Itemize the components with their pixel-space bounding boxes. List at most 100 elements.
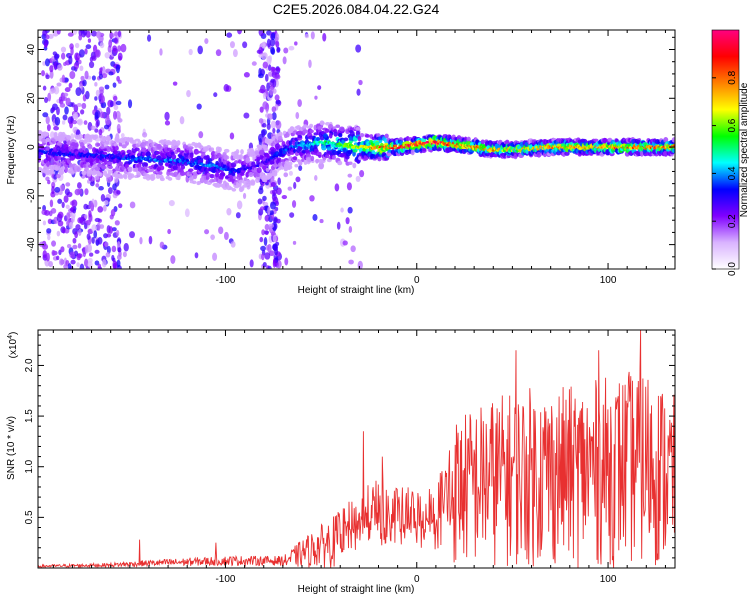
- heatmap-cell: [229, 41, 235, 49]
- heatmap-cell: [309, 123, 314, 128]
- heatmap-cell: [261, 129, 266, 138]
- heatmap-cell: [236, 200, 243, 210]
- heatmap-cell: [50, 208, 57, 214]
- snr-x-axis-label: Height of straight line (km): [298, 584, 415, 595]
- heatmap-cell: [271, 106, 277, 113]
- heatmap-cell: [84, 167, 89, 171]
- heatmap-cell: [96, 30, 101, 39]
- spectrogram-y-axis-label: Frequency (Hz): [6, 116, 17, 185]
- heatmap-cell: [257, 73, 264, 79]
- heatmap-cell: [57, 64, 63, 71]
- heatmap-cell: [101, 259, 107, 268]
- heatmap-cell: [270, 48, 276, 55]
- heatmap-cell: [377, 156, 382, 162]
- heatmap-cell: [321, 144, 327, 151]
- heatmap-cell: [115, 145, 119, 151]
- heatmap-cell: [274, 143, 281, 150]
- heatmap-cell: [239, 153, 243, 160]
- heatmap-cell: [96, 222, 101, 231]
- heatmap-cell: [56, 30, 61, 35]
- heatmap-cell: [51, 249, 56, 257]
- heatmap-cell: [38, 154, 42, 159]
- heatmap-cell: [122, 251, 127, 258]
- heatmap-cell: [71, 102, 75, 108]
- heatmap-cell: [358, 79, 363, 86]
- heatmap-cell: [265, 230, 269, 235]
- heatmap-cell: [71, 199, 78, 208]
- heatmap-cell: [274, 33, 280, 42]
- heatmap-cell: [287, 186, 293, 191]
- heatmap-cell: [298, 165, 303, 171]
- heatmap-cell: [262, 144, 269, 150]
- heatmap-cell: [187, 143, 192, 147]
- heatmap-cell: [129, 231, 135, 239]
- heatmap-cell: [226, 208, 232, 216]
- heatmap-cell: [205, 175, 210, 180]
- heatmap-cell: [106, 147, 111, 153]
- heatmap-cell: [258, 149, 265, 156]
- heatmap-cell: [70, 215, 76, 223]
- heatmap-cell: [264, 214, 270, 222]
- heatmap-cell: [72, 119, 77, 125]
- heatmap-cell: [127, 168, 133, 173]
- heatmap-cell: [100, 194, 106, 202]
- heatmap-cell: [46, 228, 52, 234]
- heatmap-cell: [72, 208, 77, 214]
- heatmap-cell: [116, 241, 121, 248]
- heatmap-cell: [106, 106, 111, 116]
- heatmap-cell: [77, 118, 84, 126]
- heatmap-cell: [355, 175, 361, 183]
- heatmap-cell: [121, 144, 127, 149]
- heatmap-cell: [217, 178, 223, 184]
- heatmap-cell: [309, 195, 315, 202]
- heatmap-cell: [95, 121, 99, 128]
- heatmap-cell: [41, 137, 46, 143]
- heatmap-cell: [112, 260, 118, 269]
- heatmap-cell: [312, 214, 318, 221]
- heatmap-cell: [226, 32, 233, 38]
- heatmap-cell: [56, 146, 61, 151]
- heatmap-cell: [57, 162, 62, 166]
- heatmap-cell: [234, 160, 239, 164]
- heatmap-cell: [94, 96, 98, 101]
- heatmap-cell: [269, 201, 276, 210]
- heatmap-cell: [61, 74, 66, 83]
- heatmap-cell: [270, 120, 277, 129]
- heatmap-cell: [58, 96, 63, 102]
- heatmap-cell: [294, 164, 299, 168]
- chart-title: C2E5.2026.084.04.22.G24: [273, 1, 440, 17]
- heatmap-cell: [67, 263, 72, 269]
- heatmap-cell: [394, 144, 398, 148]
- heatmap-cell: [272, 234, 277, 243]
- heatmap-cell: [281, 195, 288, 200]
- heatmap-cell: [188, 148, 193, 153]
- heatmap-cell: [314, 175, 318, 181]
- heatmap-cell: [251, 149, 255, 156]
- heatmap-cell: [289, 212, 295, 218]
- heatmap-cell: [91, 30, 98, 37]
- heatmap-cell: [109, 100, 114, 108]
- heatmap-cell: [196, 103, 202, 110]
- heatmap-cell: [85, 44, 92, 50]
- heatmap-cell: [242, 41, 248, 49]
- heatmap-cell: [48, 261, 53, 268]
- heatmap-cell: [98, 172, 103, 177]
- heatmap-cell: [480, 139, 485, 145]
- heatmap-cell: [84, 188, 89, 196]
- heatmap-cell: [111, 254, 115, 262]
- heatmap-cell: [272, 171, 278, 177]
- heatmap-cell: [345, 217, 350, 225]
- heatmap-cell: [50, 87, 57, 93]
- spectrogram-x-axis-label: Height of straight line (km): [298, 285, 415, 296]
- heatmap-cell: [270, 66, 275, 73]
- heatmap-cell: [42, 220, 47, 226]
- heatmap-cell: [118, 161, 123, 166]
- heatmap-cell: [212, 252, 218, 262]
- heatmap-cell: [69, 251, 76, 259]
- heatmap-cell: [107, 161, 113, 166]
- heatmap-cell: [63, 195, 69, 203]
- heatmap-cell: [66, 135, 72, 140]
- heatmap-cell: [339, 126, 345, 132]
- heatmap-cell: [38, 157, 41, 163]
- heatmap-cell: [91, 236, 95, 244]
